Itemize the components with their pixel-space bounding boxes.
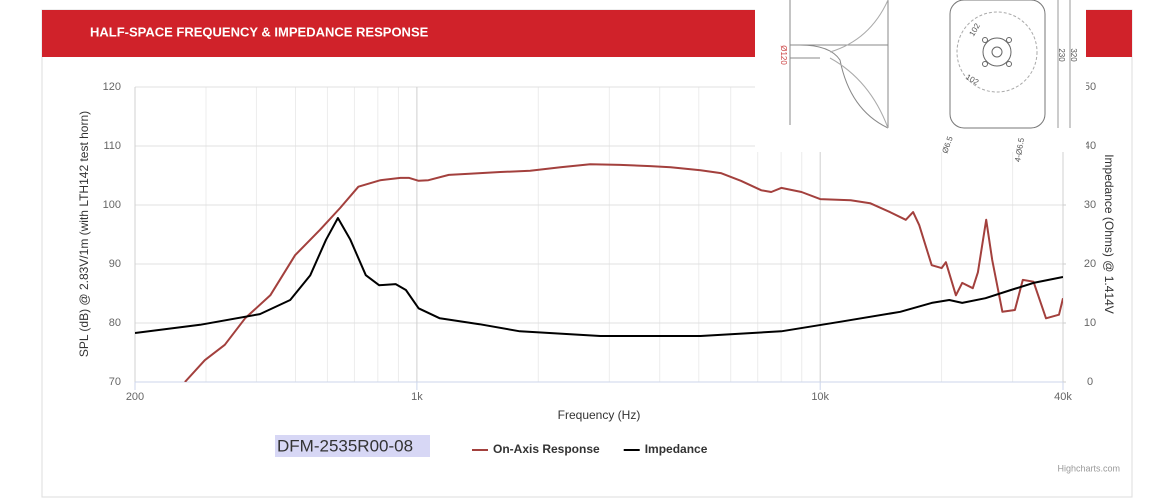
flange-outline xyxy=(949,0,1046,129)
y2-tick-label: 50 xyxy=(1084,81,1096,93)
credits: Highcharts.com xyxy=(1057,463,1120,473)
x-axis-title: Frequency (Hz) xyxy=(558,408,641,422)
horn-side-view xyxy=(789,0,889,129)
y-axis-title: SPL (dB) @ 2.83V/1m (with LTH142 test ho… xyxy=(77,111,91,357)
y2-tick-label: 30 xyxy=(1084,199,1096,211)
overlay-label: 230 xyxy=(1057,48,1066,62)
hole xyxy=(982,61,988,67)
y-tick-label: 100 xyxy=(103,199,121,211)
throat-inner xyxy=(991,46,1003,58)
overlay-label: 4-Ø6.5 xyxy=(1013,137,1026,163)
y-tick-label: 90 xyxy=(109,258,121,270)
hole xyxy=(1006,37,1012,43)
horn-profile xyxy=(829,0,889,129)
y2-tick-label: 0 xyxy=(1087,376,1093,388)
y2-tick-label: 20 xyxy=(1084,258,1096,270)
bolt-circle xyxy=(956,11,1038,93)
series-line xyxy=(135,217,1063,337)
chart-title: HALF-SPACE FREQUENCY & IMPEDANCE RESPONS… xyxy=(90,24,429,39)
y-tick-label: 110 xyxy=(103,140,121,152)
hole xyxy=(1006,61,1012,67)
x-tick-label: 1k xyxy=(411,391,423,403)
legend-label: On-Axis Response xyxy=(493,442,600,456)
y-tick-label: 120 xyxy=(103,81,121,93)
overlay-label: 320 xyxy=(1069,48,1078,62)
legend-label: Impedance xyxy=(645,442,708,456)
y-tick-label: 80 xyxy=(109,317,121,329)
y2-tick-label: 10 xyxy=(1084,317,1096,329)
x-tick-label: 200 xyxy=(126,391,144,403)
x-tick-label: 10k xyxy=(811,391,829,403)
y2-axis-title: Impedance (Ohms) @ 1.414V xyxy=(1102,154,1116,314)
overlay-label: Ø120 xyxy=(779,45,788,65)
y-tick-label: 70 xyxy=(109,376,121,388)
x-tick-label: 40k xyxy=(1054,391,1072,403)
hole xyxy=(982,37,988,43)
model-label: DFM-2535R00-08 xyxy=(277,436,413,455)
drawing-overlay: Ø120 102 102 320 230 4-Ø6.5 Ø6.5 xyxy=(755,0,1086,163)
y2-tick-label: 40 xyxy=(1084,140,1096,152)
throat xyxy=(982,37,1012,67)
overlay-bg xyxy=(755,0,1086,152)
model-highlight xyxy=(275,435,430,457)
plot-area: 70 80 90 100 110 120 0 10 20 30 40 50 200 1k 10k 40k xyxy=(103,81,1096,403)
series-line xyxy=(184,163,1063,382)
legend: On-Axis Response Impedance xyxy=(472,442,708,456)
